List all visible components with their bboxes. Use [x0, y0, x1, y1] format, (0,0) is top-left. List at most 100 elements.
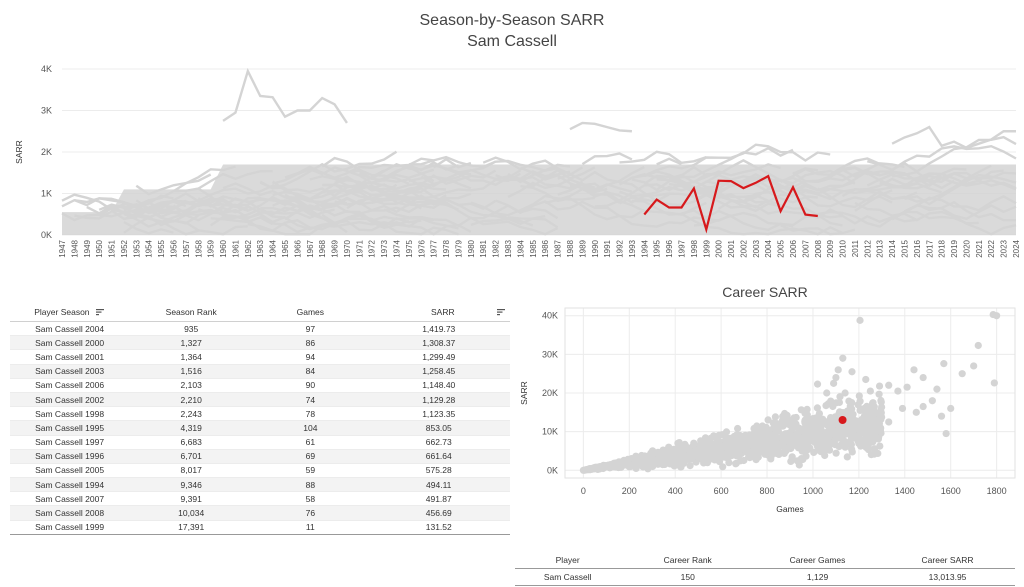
x-tick-label: 1400 [895, 486, 915, 496]
games-cell: 90 [253, 378, 368, 393]
player-point [773, 420, 781, 428]
player-point [753, 422, 761, 430]
x-tick-label: 1974 [393, 239, 402, 257]
player-point [711, 456, 719, 464]
x-tick-label: 2005 [777, 239, 786, 257]
player-season-cell: Sam Cassell 2007 [10, 491, 130, 507]
player-point [766, 432, 774, 440]
table-row[interactable]: Sam Cassell 2004 935 97 1,419.73 [10, 321, 510, 337]
col-header-label: Player Season [34, 306, 90, 317]
col-header-player-season[interactable]: Player Season [10, 302, 130, 322]
player-point [803, 417, 811, 425]
player-point [618, 459, 626, 467]
x-tick-label: 1961 [231, 239, 240, 257]
table-row[interactable]: Sam Cassell 2007 9,391 58 491.87 [10, 491, 510, 507]
x-tick-label: 1972 [368, 239, 377, 257]
table-row[interactable]: Sam Cassell 2006 2,103 90 1,148.40 [10, 378, 510, 393]
player-point [759, 441, 767, 449]
table-row[interactable]: Sam Cassell 2005 8,017 59 575.28 [10, 463, 510, 479]
x-tick-label: 1998 [690, 239, 699, 257]
table-row[interactable]: Sam Cassell 2000 1,327 86 1,308.37 [10, 335, 510, 351]
player-point [733, 435, 741, 443]
x-tick-label: 2000 [715, 239, 724, 257]
games-cell: 11 [253, 520, 368, 535]
player-season-cell: Sam Cassell 2004 [10, 321, 130, 337]
x-tick-label: 2002 [739, 239, 748, 257]
col-header-career-sarr[interactable]: Career SARR [880, 552, 1015, 569]
col-header-sarr[interactable]: SARR [367, 302, 510, 322]
table-row[interactable]: Sam Cassell 150 1,129 13,013.95 [515, 568, 1015, 586]
player-point [856, 316, 864, 324]
player-point [672, 453, 680, 461]
player-point [787, 431, 795, 439]
sarr-cell: 491.87 [367, 491, 510, 507]
player-point [958, 370, 966, 378]
x-tick-label: 1967 [306, 239, 315, 257]
x-tick-label: 1995 [653, 239, 662, 257]
sort-icon[interactable] [497, 308, 506, 316]
x-tick-label: 1951 [108, 239, 117, 257]
x-tick-label: 400 [668, 486, 683, 496]
table-row[interactable]: Sam Cassell 1994 9,346 88 494.11 [10, 477, 510, 493]
player-point [685, 446, 693, 454]
col-header-season-rank[interactable]: Season Rank [129, 302, 254, 322]
table-row[interactable]: Sam Cassell 1997 6,683 61 662.73 [10, 435, 510, 450]
table-row[interactable]: Sam Cassell 2002 2,210 74 1,129.28 [10, 392, 510, 408]
games-cell: 104 [253, 420, 368, 436]
scatter-title: Career SARR [722, 284, 808, 300]
player-point [719, 463, 727, 471]
games-cell: 59 [253, 463, 368, 479]
col-header-games[interactable]: Games [253, 302, 368, 322]
player-point [912, 408, 920, 416]
player-point [786, 442, 794, 450]
player-point [722, 428, 731, 436]
table-row[interactable]: Sam Cassell 1998 2,243 78 1,123.35 [10, 406, 510, 422]
table-row[interactable]: Sam Cassell 1999 17,391 11 131.52 [10, 520, 510, 535]
x-tick-label: 2021 [975, 239, 984, 257]
player-point [813, 380, 822, 388]
season-rank-cell: 17,391 [129, 520, 254, 535]
col-header-career-games[interactable]: Career Games [755, 552, 881, 569]
sarr-cell: 1,123.35 [367, 406, 510, 422]
player-point [875, 382, 884, 390]
player-point [919, 402, 927, 411]
col-header-career-rank[interactable]: Career Rank [620, 552, 756, 569]
player-point [898, 404, 907, 413]
player-point [846, 410, 855, 418]
x-tick-label: 1982 [492, 239, 501, 257]
table-row[interactable]: Sam Cassell 1996 6,701 69 661.64 [10, 449, 510, 464]
x-tick-label: 2017 [925, 239, 934, 257]
player-point [746, 434, 754, 443]
player-season-cell: Sam Cassell 1998 [10, 406, 130, 422]
x-tick-label: 2010 [839, 239, 848, 257]
player-point [993, 312, 1001, 320]
col-header-player[interactable]: Player [515, 552, 621, 569]
table-row[interactable]: Sam Cassell 2003 1,516 84 1,258.45 [10, 364, 510, 379]
table-row[interactable]: Sam Cassell 2001 1,364 94 1,299.49 [10, 349, 510, 365]
player-season-cell: Sam Cassell 1999 [10, 520, 130, 535]
player-point [877, 398, 885, 406]
x-tick-label: 2018 [938, 239, 947, 257]
x-tick-label: 1969 [331, 239, 340, 257]
sort-icon[interactable] [95, 308, 105, 316]
player-point [707, 444, 715, 452]
plot-frame [564, 307, 1016, 479]
player-point [824, 422, 832, 430]
table-row[interactable]: Sam Cassell 2008 10,034 76 456.69 [10, 505, 510, 521]
player-point [827, 397, 835, 405]
player-point [602, 462, 610, 470]
player-point [744, 444, 752, 452]
table-row[interactable]: Sam Cassell 1995 4,319 104 853.05 [10, 420, 510, 436]
x-tick-label: 1968 [318, 239, 327, 257]
season-rank-cell: 2,210 [129, 392, 254, 408]
player-point [787, 457, 795, 465]
y-tick-label: 30K [542, 349, 558, 359]
season-table: Player Season Season Rank Games SARR Sam… [10, 302, 510, 535]
player-point [732, 459, 740, 467]
x-tick-label: 1953 [132, 239, 141, 257]
player-point [857, 442, 865, 450]
x-tick-label: 2024 [1012, 239, 1021, 257]
player-point [855, 431, 864, 439]
x-tick-label: 1958 [194, 239, 203, 257]
